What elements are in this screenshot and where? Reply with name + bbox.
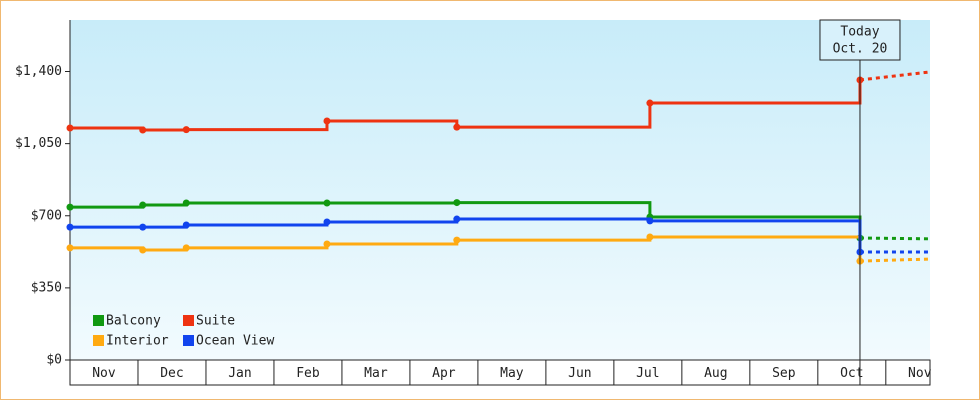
x-tick-label: Aug [704, 366, 727, 381]
y-tick-label: $0 [46, 353, 62, 368]
x-tick-label: Jan [228, 366, 251, 381]
x-tick-label: May [500, 366, 524, 381]
point [646, 99, 654, 107]
x-tick-label: Mar [364, 366, 388, 381]
legend-swatch [93, 315, 104, 326]
point [182, 244, 190, 252]
point [453, 123, 461, 131]
legend-label: Ocean View [196, 334, 274, 349]
today-date: Oct. 20 [833, 42, 888, 57]
x-tick-label: Feb [296, 366, 320, 381]
y-tick-label: $350 [31, 280, 62, 295]
series-line [70, 217, 862, 253]
x-tick-label: Jul [636, 366, 659, 381]
point [139, 126, 147, 134]
point [323, 240, 331, 248]
point [182, 221, 190, 229]
point [646, 233, 654, 241]
legend-label: Interior [106, 334, 169, 349]
point [182, 126, 190, 134]
point [66, 244, 74, 252]
y-tick-label: $700 [31, 208, 62, 223]
legend-label: Suite [196, 314, 235, 329]
today-box [819, 19, 901, 61]
point [646, 217, 654, 225]
point [323, 218, 331, 226]
y-tick-label: $1,050 [15, 136, 62, 151]
point [66, 203, 74, 211]
today-label: Today [840, 25, 879, 40]
x-tick-label: Dec [160, 366, 183, 381]
x-tick-label: Jun [568, 366, 591, 381]
point [323, 117, 331, 125]
x-tick-label: Apr [432, 366, 456, 381]
plot-area [70, 20, 930, 360]
projection-line [859, 70, 931, 82]
point [66, 223, 74, 231]
y-tick-label: $1,400 [15, 64, 62, 79]
projection-line [859, 236, 931, 241]
legend-swatch [183, 335, 194, 346]
point [139, 246, 147, 254]
projection-line [859, 257, 931, 263]
point [139, 201, 147, 209]
point [182, 199, 190, 207]
x-tick-label: Nov [908, 366, 932, 381]
point [453, 236, 461, 244]
x-axis-band [69, 359, 931, 386]
point [66, 124, 74, 132]
point [323, 199, 331, 207]
legend-swatch [183, 315, 194, 326]
point [139, 223, 147, 231]
x-tick-label: Sep [772, 366, 796, 381]
x-tick-label: Nov [92, 366, 116, 381]
x-tick-label: Oct [840, 366, 863, 381]
point [453, 215, 461, 223]
legend-swatch [93, 335, 104, 346]
legend-label: Balcony [106, 314, 161, 329]
point [453, 199, 461, 207]
